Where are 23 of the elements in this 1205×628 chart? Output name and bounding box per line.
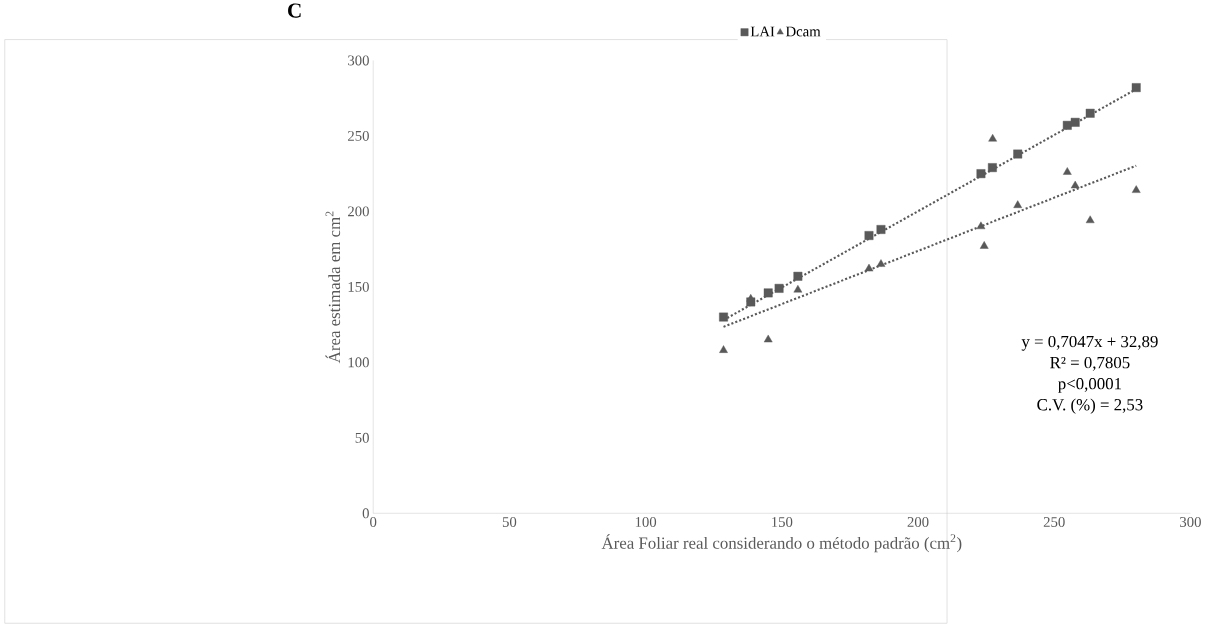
x-tick-label: 100	[635, 517, 657, 527]
annotation: R² = 0,7805	[1050, 356, 1130, 371]
x-axis-title: Área Foliar real considerando o método padrão (cm$^{2}$)	[601, 534, 962, 553]
y-tick-label: 200	[348, 206, 369, 217]
x-tick-label: 250	[1043, 517, 1065, 527]
y-tick-label: 0	[362, 508, 369, 519]
x-tick-label: 50	[502, 517, 517, 527]
y-tick-label: 100	[348, 357, 369, 368]
legend-label: LAI	[750, 26, 775, 37]
x-tick-label: 150	[772, 517, 793, 527]
annotation: y = 0,7047x + 32,89	[1021, 335, 1158, 351]
annotation: C.V. (%) = 2,53	[1037, 398, 1143, 414]
x-tick-label: 200	[907, 517, 929, 527]
x-tick-label: 0	[370, 517, 377, 527]
y-tick-label: 300	[348, 55, 369, 66]
annotation: p<0,0001	[1058, 378, 1122, 393]
x-tick-label: 300	[1180, 517, 1201, 527]
y-tick-label: 50	[355, 432, 369, 443]
y-tick-label: 150	[348, 281, 369, 292]
y-axis-title: Área estimada em cm$^{2}$	[325, 211, 341, 364]
y-tick-label: 250	[348, 130, 369, 141]
legend-label: Dcam	[785, 26, 821, 37]
chart-title: C	[288, 3, 301, 18]
